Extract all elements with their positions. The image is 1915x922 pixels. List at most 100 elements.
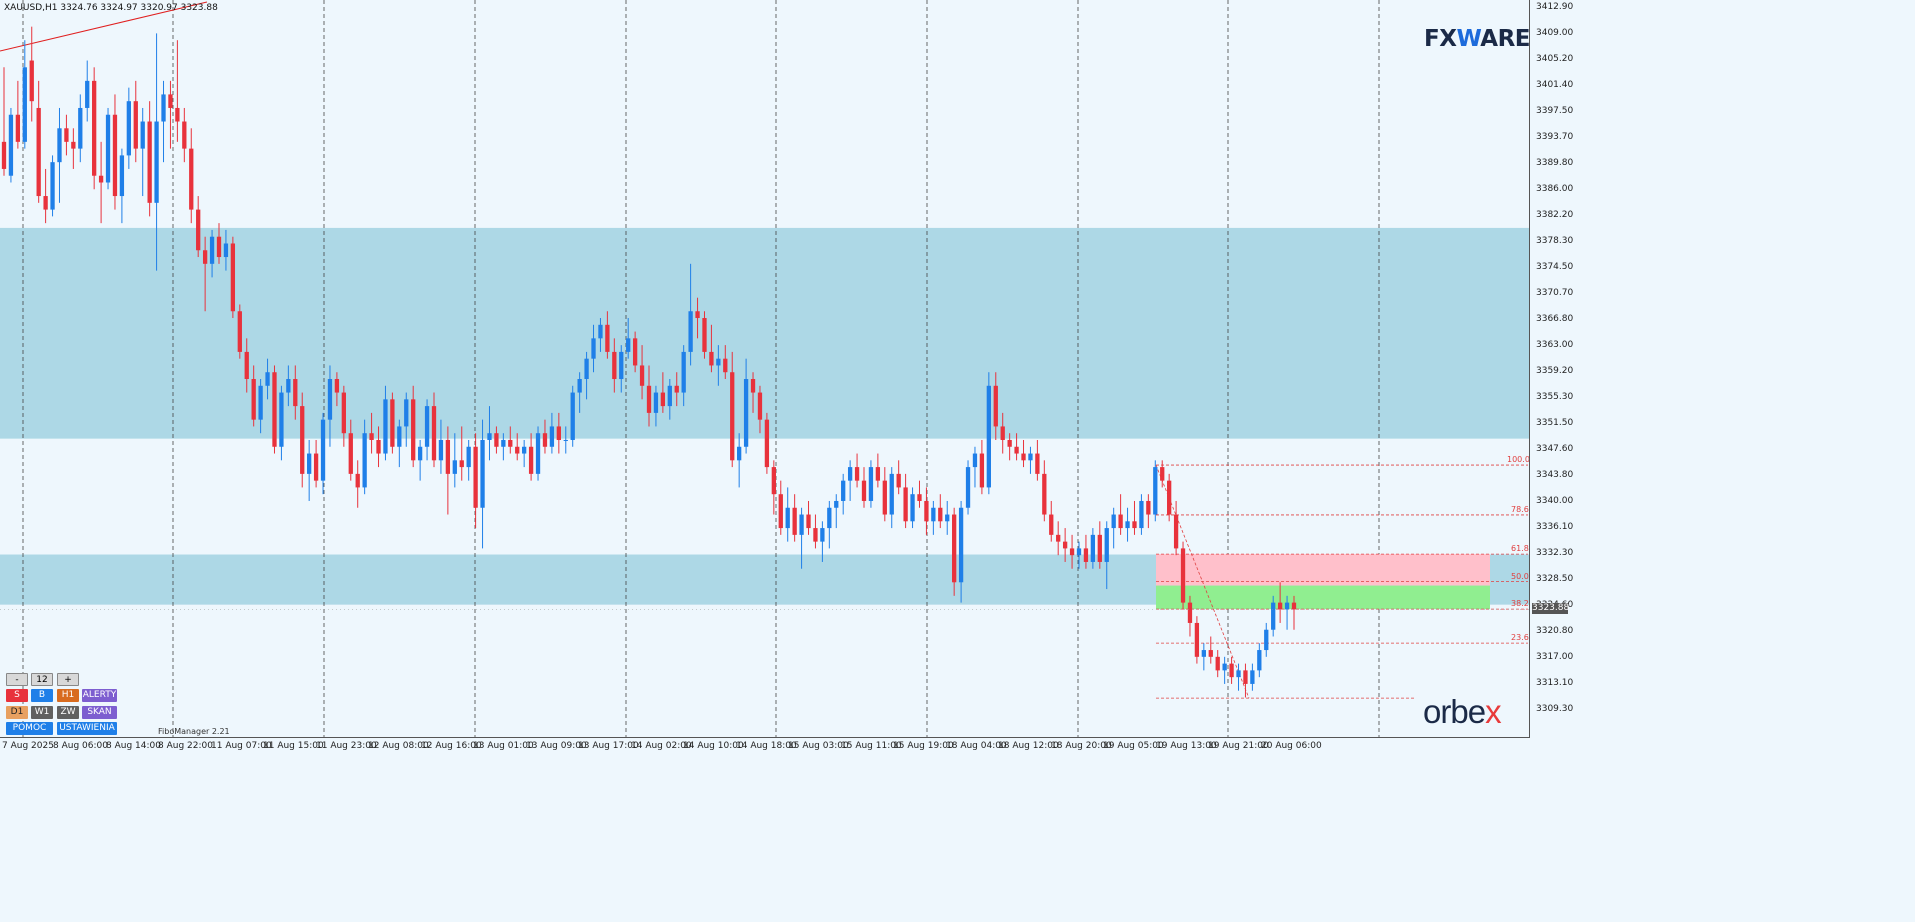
candle-body [438, 439, 444, 461]
time-axis[interactable]: 7 Aug 2025 8 Aug 06:00 8 Aug 14:00 8 Aug 22… [0, 738, 1530, 758]
candle-body [431, 406, 437, 461]
count-value: 12 [31, 673, 53, 686]
candle-body [390, 399, 395, 447]
candle-body [133, 101, 138, 149]
candle-body [716, 358, 721, 366]
time-tick-label: 8 Aug 06:00 [53, 741, 108, 751]
candle-body [320, 419, 326, 481]
candle-body [1104, 528, 1109, 562]
candle-body [1021, 453, 1026, 461]
candle-body [43, 196, 48, 210]
chart-canvas[interactable] [0, 0, 1530, 738]
price-tick-label: 3309.30 [1536, 704, 1574, 714]
current-price-label: 3323.88 [1532, 603, 1570, 615]
candle-body [605, 324, 610, 352]
candle-body [1243, 670, 1248, 684]
candle-body [473, 446, 478, 508]
timeframe-w1-button[interactable]: W1 [31, 706, 53, 719]
candle-body [896, 473, 901, 488]
candle-body [1090, 534, 1096, 562]
help-button[interactable]: POMOC [6, 722, 53, 735]
candle-body [979, 453, 985, 488]
candle-body [993, 385, 998, 427]
candle-body [861, 480, 867, 501]
zw-button[interactable]: ZW [57, 706, 79, 719]
candle-body [723, 358, 728, 373]
candle-body [494, 433, 499, 447]
price-tick-label: 3355.30 [1536, 392, 1574, 402]
time-tick-label: 13 Aug 09:00 [526, 741, 587, 751]
symbol-header: XAUUSD,H1 3324.76 3324.97 3320.97 3323.8… [4, 3, 218, 13]
candle-body [112, 114, 118, 197]
candle-body [847, 467, 853, 481]
candle-body [78, 107, 83, 149]
candle-body [22, 67, 27, 142]
fib-level-label: 50.0 [1511, 571, 1529, 581]
candle-body [591, 338, 596, 359]
candle-body [1201, 650, 1206, 657]
candle-body [1215, 656, 1220, 671]
candle-body [945, 514, 950, 522]
candle-body [1160, 467, 1165, 481]
candle-body [1118, 514, 1123, 529]
candle-body [29, 60, 34, 102]
candle-body [445, 439, 451, 474]
fib-level-label: 23.6 [1511, 633, 1529, 643]
candle-body [327, 379, 333, 420]
candle-body [1167, 480, 1172, 515]
time-tick-label: 8 Aug 14:00 [106, 741, 161, 751]
time-tick-label: 15 Aug 19:00 [893, 741, 954, 751]
candle-body [8, 114, 14, 176]
candle-body [1257, 650, 1262, 671]
candle-body [64, 128, 69, 142]
time-tick-label: 15 Aug 11:00 [841, 741, 902, 751]
candle-body [792, 507, 797, 535]
time-tick-label: 18 Aug 04:00 [946, 741, 1007, 751]
fib-level-label: 38.2 [1511, 599, 1529, 609]
candle-body [202, 250, 208, 264]
candle-body [1271, 602, 1276, 630]
fib-diagonal [1155, 464, 1250, 699]
time-tick-label: 11 Aug 07:00 [211, 741, 272, 751]
price-chart[interactable]: XAUUSD,H1 3324.76 3324.97 3320.97 3323.8… [0, 0, 1530, 738]
candle-body [313, 453, 319, 481]
candle-body [452, 460, 457, 474]
candle-body [660, 392, 666, 407]
indicator-label: FiboManager 2.21 [158, 727, 230, 736]
price-axis[interactable]: 3412.90 3409.00 3405.20 3401.40 3397.50 3393.… [1530, 0, 1915, 738]
candle-body [480, 439, 485, 508]
candle-body [265, 372, 270, 386]
candle-body [750, 379, 756, 393]
timeframe-d1-button[interactable]: D1 [6, 706, 28, 719]
alerts-button[interactable]: ALERTY [82, 689, 117, 702]
buy-button[interactable]: B [31, 689, 53, 702]
candle-body [189, 148, 194, 210]
candle-body [237, 311, 242, 352]
candle-body [528, 446, 534, 474]
scan-button[interactable]: SKAN [82, 706, 117, 719]
candle-body [1062, 541, 1068, 549]
trendline [0, 1, 208, 52]
sell-button[interactable]: S [6, 689, 28, 702]
candle-body [196, 209, 201, 251]
candle-body [868, 467, 874, 501]
time-tick-label: 13 Aug 17:00 [578, 741, 639, 751]
candle-body [813, 528, 818, 542]
candle-body [771, 467, 776, 495]
candle-body [293, 379, 298, 407]
candle-body [1236, 670, 1241, 678]
timeframe-h1-button[interactable]: H1 [57, 689, 79, 702]
price-tick-label: 3340.00 [1536, 496, 1574, 506]
decrease-button[interactable]: - [6, 673, 28, 686]
candle-body [570, 392, 575, 440]
candle-body [92, 80, 97, 176]
candle-body [806, 514, 811, 529]
candle-body [889, 473, 894, 515]
candle-body [626, 338, 631, 352]
candle-body [972, 453, 978, 468]
settings-button[interactable]: USTAWIENIA [57, 722, 117, 735]
candle-body [695, 311, 700, 319]
increase-button[interactable]: + [57, 673, 79, 686]
candle-body [681, 351, 686, 393]
candle-body [147, 121, 152, 203]
